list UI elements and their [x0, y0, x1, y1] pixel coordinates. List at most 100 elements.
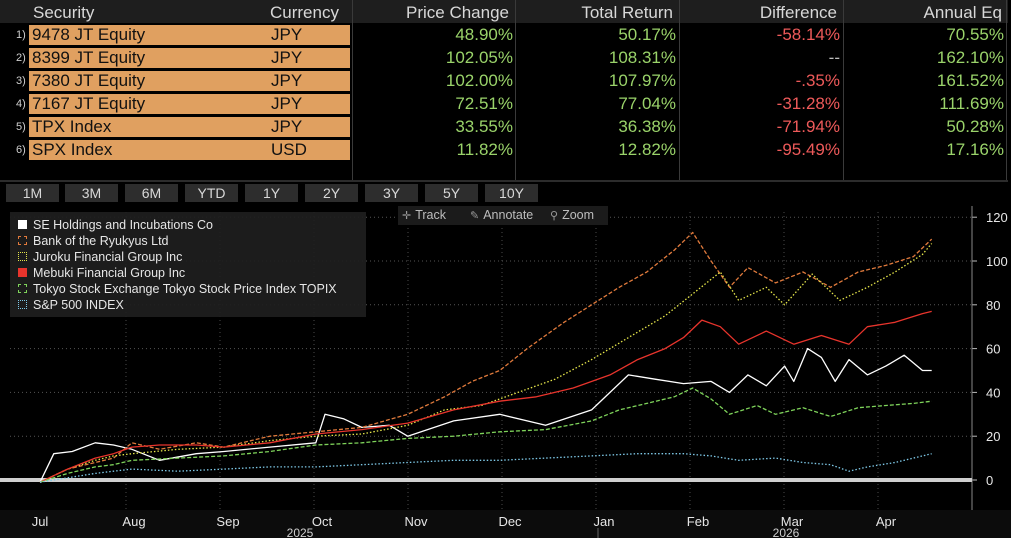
price-change-cell: 48.90% [455, 25, 513, 44]
header-price-change[interactable]: Price Change [405, 3, 509, 22]
total-return-cell: 108.31% [608, 48, 676, 67]
x-tick-label: Jan [594, 514, 615, 529]
legend-label: Bank of the Ryukyus Ltd [33, 234, 169, 248]
legend-swatch-icon [18, 284, 27, 293]
series-line-2[interactable] [39, 231, 933, 483]
difference-cell: -71.94% [776, 117, 840, 136]
year-label: 2025 [287, 526, 314, 538]
difference-cell: -58.14% [776, 25, 840, 44]
y-tick-label: 60 [986, 342, 1000, 357]
table-row[interactable]: 4) 7167 JT Equity JPY 72.51% 77.04% -31.… [0, 94, 1011, 116]
x-tick-label: Dec [498, 514, 522, 529]
series-line-4[interactable] [39, 310, 932, 483]
crosshair-icon: ✛ [402, 210, 412, 222]
series-line-6[interactable] [39, 453, 932, 483]
pencil-icon: ✎ [470, 210, 480, 222]
x-tick-label: Sep [216, 514, 239, 529]
series-line-3[interactable] [39, 243, 933, 483]
difference-cell: -.35% [795, 71, 840, 90]
column-divider [515, 0, 516, 180]
table-row[interactable]: 6) SPX Index USD 11.82% 12.82% -95.49% 1… [0, 140, 1011, 162]
x-tick-label: Mar [781, 514, 804, 529]
column-divider [843, 0, 844, 180]
header-total-return[interactable]: Total Return [581, 3, 673, 22]
table-bottom-border [0, 180, 1008, 182]
track-button[interactable]: ✛ Track [402, 206, 446, 225]
legend-swatch-icon [18, 300, 27, 309]
row-number: 1) [16, 29, 26, 41]
legend-swatch-icon [18, 252, 27, 261]
row-number: 3) [16, 75, 26, 87]
zoom-button[interactable]: ⚲ Zoom [550, 206, 594, 225]
chart-legend: SE Holdings and Incubations Co Bank of t… [10, 212, 366, 317]
row-number: 6) [16, 144, 26, 156]
year-label: 2026 [773, 526, 800, 538]
price-change-cell: 11.82% [456, 140, 513, 159]
y-tick-label: 120 [986, 210, 1008, 225]
header-currency[interactable]: Currency [270, 3, 339, 22]
header-difference[interactable]: Difference [759, 3, 837, 22]
annual-eq-cell: 162.10% [936, 48, 1004, 67]
period-1y-button[interactable]: 1Y [245, 184, 298, 202]
currency-cell: USD [268, 140, 350, 160]
total-return-cell: 36.38% [618, 117, 676, 136]
price-change-cell: 102.05% [445, 48, 513, 67]
legend-label: Juroku Financial Group Inc [33, 250, 183, 264]
legend-label: Mebuki Financial Group Inc [33, 266, 186, 280]
x-tick-label: Aug [122, 514, 145, 529]
row-number: 4) [16, 98, 26, 110]
y-tick-label: 0 [986, 473, 993, 488]
price-change-cell: 72.51% [455, 94, 513, 113]
period-5y-button[interactable]: 5Y [425, 184, 478, 202]
row-number: 2) [16, 52, 26, 64]
annotate-label: Annotate [483, 208, 534, 222]
period-1m-button[interactable]: 1M [6, 184, 59, 202]
currency-cell: JPY [268, 25, 350, 45]
legend-swatch-icon [18, 220, 27, 229]
column-divider [352, 0, 353, 180]
header-security[interactable]: Security [33, 3, 95, 22]
table-row[interactable]: 2) 8399 JT Equity JPY 102.05% 108.31% --… [0, 48, 1011, 70]
table-row[interactable]: 1) 9478 JT Equity JPY 48.90% 50.17% -58.… [0, 25, 1011, 47]
legend-label: SE Holdings and Incubations Co [33, 218, 213, 232]
period-ytd-button[interactable]: YTD [185, 184, 238, 202]
total-return-cell: 12.82% [618, 140, 676, 159]
period-3m-button[interactable]: 3M [65, 184, 118, 202]
legend-swatch-icon [18, 236, 27, 245]
zoom-label: Zoom [562, 208, 595, 222]
series-line-5[interactable] [39, 387, 932, 483]
difference-cell: -95.49% [776, 140, 840, 159]
period-3y-button[interactable]: 3Y [365, 184, 418, 202]
legend-swatch-icon [18, 268, 27, 277]
price-change-cell: 33.55% [455, 117, 513, 136]
legend-label: S&P 500 INDEX [33, 298, 124, 312]
table-row[interactable]: 3) 7380 JT Equity JPY 102.00% 107.97% -.… [0, 71, 1011, 93]
x-tick-label: Jul [32, 514, 49, 529]
x-tick-label: Oct [312, 514, 333, 529]
header-annual-eq[interactable]: Annual Eq [923, 3, 1002, 22]
x-tick-label: Apr [876, 514, 897, 529]
period-2y-button[interactable]: 2Y [305, 184, 358, 202]
total-return-cell: 107.97% [608, 71, 676, 90]
period-10y-button[interactable]: 10Y [485, 184, 538, 202]
y-tick-label: 20 [986, 429, 1000, 444]
annotate-button[interactable]: ✎ Annotate [470, 206, 533, 225]
currency-cell: JPY [268, 48, 350, 68]
total-return-cell: 50.17% [618, 25, 676, 44]
table-row[interactable]: 5) TPX Index JPY 33.55% 36.38% -71.94% 5… [0, 117, 1011, 139]
period-6m-button[interactable]: 6M [125, 184, 178, 202]
annual-eq-cell: 50.28% [946, 117, 1004, 136]
x-tick-label: Nov [404, 514, 428, 529]
annual-eq-cell: 17.16% [946, 140, 1004, 159]
x-tick-label: Feb [687, 514, 709, 529]
y-tick-label: 100 [986, 254, 1008, 269]
price-change-cell: 102.00% [445, 71, 513, 90]
chart-toolbar: ✛ Track ✎ Annotate ⚲ Zoom [398, 206, 608, 225]
y-tick-label: 80 [986, 298, 1000, 313]
comparison-table: Security Currency Price Change Total Ret… [0, 0, 1011, 182]
annual-eq-cell: 161.52% [936, 71, 1004, 90]
column-divider [1006, 0, 1007, 180]
table-header-bg [0, 0, 1008, 23]
track-label: Track [415, 208, 447, 222]
difference-cell: -- [828, 48, 840, 67]
